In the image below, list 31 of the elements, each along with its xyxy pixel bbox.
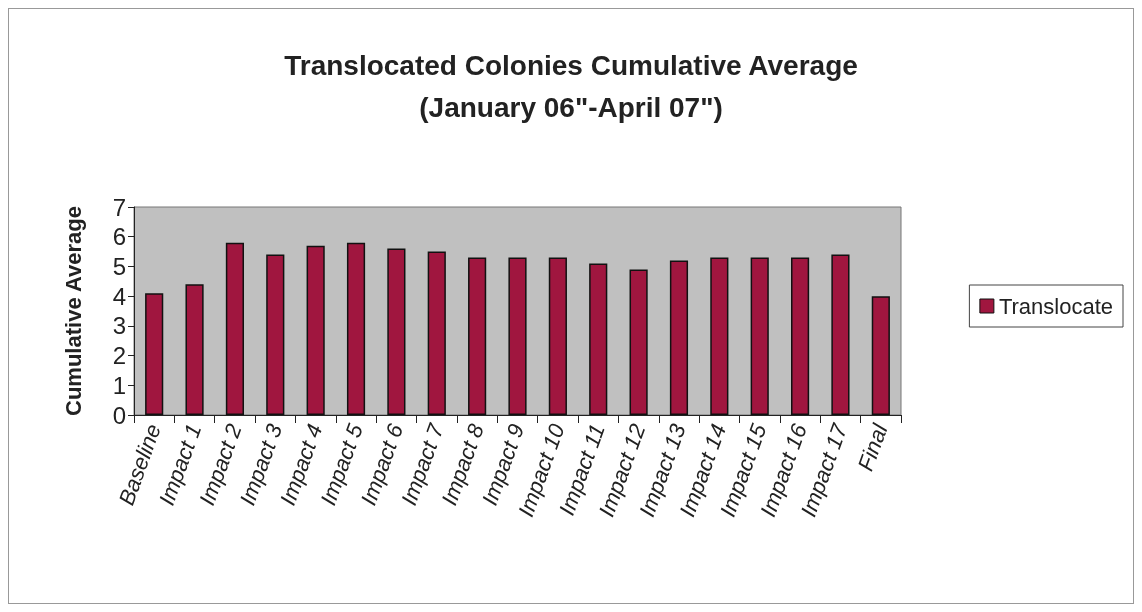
bar [589, 263, 608, 415]
bar [669, 260, 689, 415]
bar [185, 284, 204, 415]
bar [225, 242, 244, 415]
bar [468, 257, 487, 415]
bar [629, 269, 648, 415]
bar [750, 257, 769, 415]
y-tick-label: 4 [112, 282, 126, 310]
bar [145, 293, 164, 415]
bar [427, 251, 446, 415]
y-axis-title: Cumulative Average [60, 206, 86, 416]
legend-label: Translocate [998, 293, 1113, 319]
y-tick-label: 3 [112, 312, 126, 340]
y-tick-label: 0 [112, 401, 126, 429]
bar [306, 245, 325, 415]
x-tick-label: Final [852, 419, 893, 475]
y-tick-label: 6 [112, 223, 126, 251]
chart-title: Translocated Colonies Cumulative Average (January 06"-April 07") [284, 49, 858, 123]
bar [710, 257, 729, 415]
bar [831, 254, 850, 415]
bar [387, 248, 406, 415]
y-tick-label: 5 [112, 252, 126, 280]
bar [266, 254, 285, 415]
bar [871, 296, 890, 415]
bar [548, 257, 567, 415]
y-tick-label: 1 [112, 371, 126, 399]
y-tick-label: 2 [112, 342, 126, 370]
bar [346, 242, 366, 415]
y-tick-label: 7 [112, 193, 126, 221]
bar [791, 257, 810, 415]
bar [508, 257, 527, 415]
